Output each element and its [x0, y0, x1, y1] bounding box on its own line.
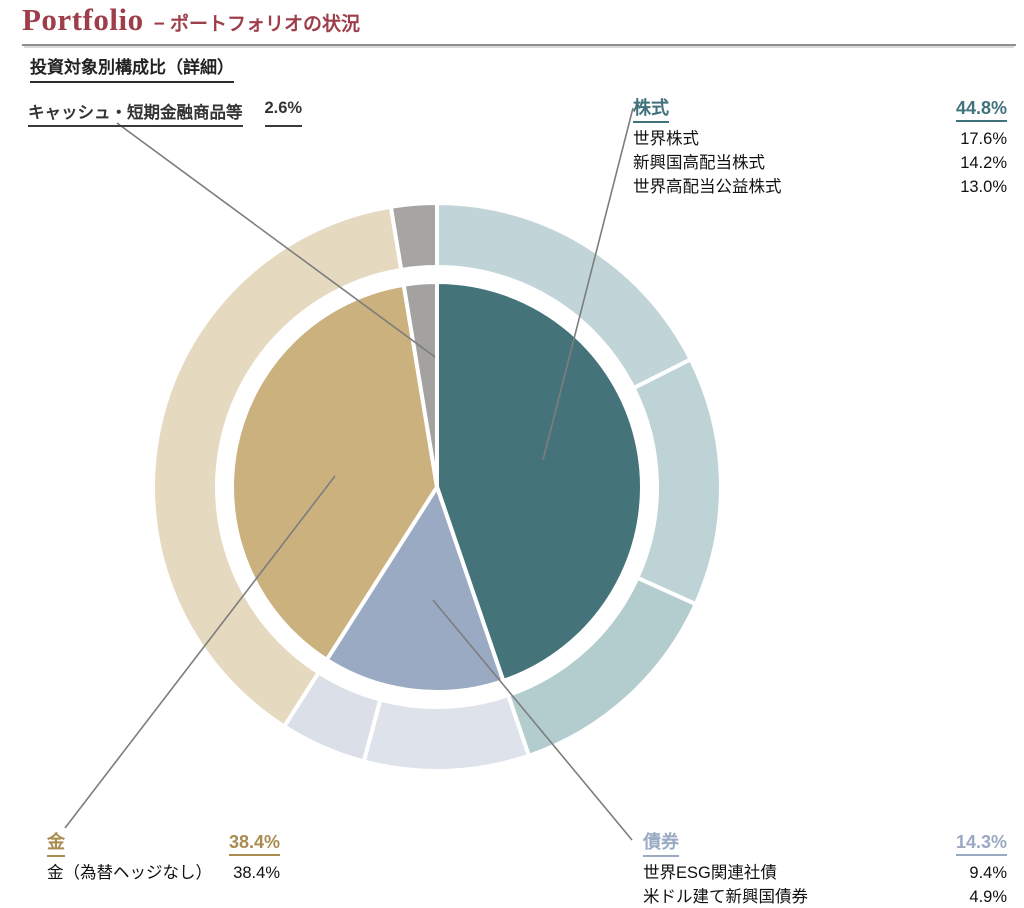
bond-label: 債券: [643, 828, 679, 857]
callout-cash: キャッシュ・短期金融商品等 2.6%: [28, 99, 303, 127]
page-title: Portfolio − ポートフォリオの状況: [22, 2, 1016, 46]
ring-segment-金（為替ヘッジなし）: [151, 204, 404, 730]
breakdown-row: 新興国高配当株式 14.2%: [633, 151, 1007, 175]
row-value: 38.4%: [233, 864, 280, 882]
callout-bond: 債券 14.3% 世界ESG関連社債 9.4% 米ドル建て新興国債券 4.9%: [643, 828, 1007, 908]
breakdown-row: 世界高配当公益株式 13.0%: [633, 175, 1007, 199]
leader-line-gold: [64, 475, 336, 829]
leader-line-equity: [542, 107, 634, 461]
row-value: 13.0%: [960, 178, 1007, 196]
leader-line-bond: [432, 599, 633, 841]
equity-breakdown: 世界株式 17.6% 新興国高配当株式 14.2% 世界高配当公益株式 13.0…: [633, 127, 1007, 199]
leader-line-cash: [116, 122, 436, 358]
callout-equity: 株式 44.8% 世界株式 17.6% 新興国高配当株式 14.2% 世界高配当…: [633, 94, 1007, 199]
pie-segment-債券: [323, 482, 506, 694]
row-label: 世界ESG関連社債: [643, 864, 777, 882]
row-value: 17.6%: [960, 130, 1007, 148]
row-value: 14.2%: [960, 154, 1007, 172]
bond-breakdown: 世界ESG関連社債 9.4% 米ドル建て新興国債券 4.9%: [643, 861, 1007, 908]
bond-header: 債券 14.3%: [643, 828, 1007, 857]
pie-segment-株式: [435, 279, 644, 684]
gold-value: 38.4%: [228, 832, 280, 856]
row-label: 世界高配当公益株式: [633, 178, 782, 196]
row-value: 4.9%: [969, 888, 1007, 906]
gold-breakdown: 金（為替ヘッジなし） 38.4%: [47, 861, 280, 885]
equity-header: 株式 44.8%: [633, 94, 1007, 123]
gold-label: 金: [47, 828, 65, 857]
breakdown-row: 金（為替ヘッジなし） 38.4%: [47, 861, 280, 885]
breakdown-row: 世界株式 17.6%: [633, 127, 1007, 151]
equity-value: 44.8%: [955, 98, 1007, 122]
ring-segment-新興国高配当株式: [630, 356, 723, 607]
bond-value: 14.3%: [955, 832, 1007, 856]
row-label: 世界株式: [633, 130, 699, 148]
row-value: 9.4%: [969, 864, 1007, 882]
gold-header: 金 38.4%: [47, 828, 280, 857]
pie-segment-金: [230, 282, 440, 663]
equity-label: 株式: [633, 94, 669, 123]
ring-segment-キャッシュ・短期金融商品等: [388, 200, 439, 273]
row-label: 米ドル建て新興国債券: [643, 888, 808, 906]
row-label: 金（為替ヘッジなし）: [47, 864, 212, 882]
cash-label: キャッシュ・短期金融商品等: [28, 99, 243, 127]
callout-gold: 金 38.4% 金（為替ヘッジなし） 38.4%: [47, 828, 280, 885]
breakdown-row: 世界ESG関連社債 9.4%: [643, 861, 1007, 885]
breakdown-row: 米ドル建て新興国債券 4.9%: [643, 885, 1007, 908]
page-title-ja: − ポートフォリオの状況: [153, 14, 360, 35]
row-label: 新興国高配当株式: [633, 154, 765, 172]
ring-segment-世界ESG関連社債: [361, 692, 532, 773]
cash-value: 2.6%: [264, 99, 303, 127]
section-title: 投資対象別構成比（詳細）: [30, 53, 234, 83]
page-title-en: Portfolio: [22, 2, 144, 37]
pie-segment-キャッシュ・短期金融商品等: [401, 279, 439, 488]
